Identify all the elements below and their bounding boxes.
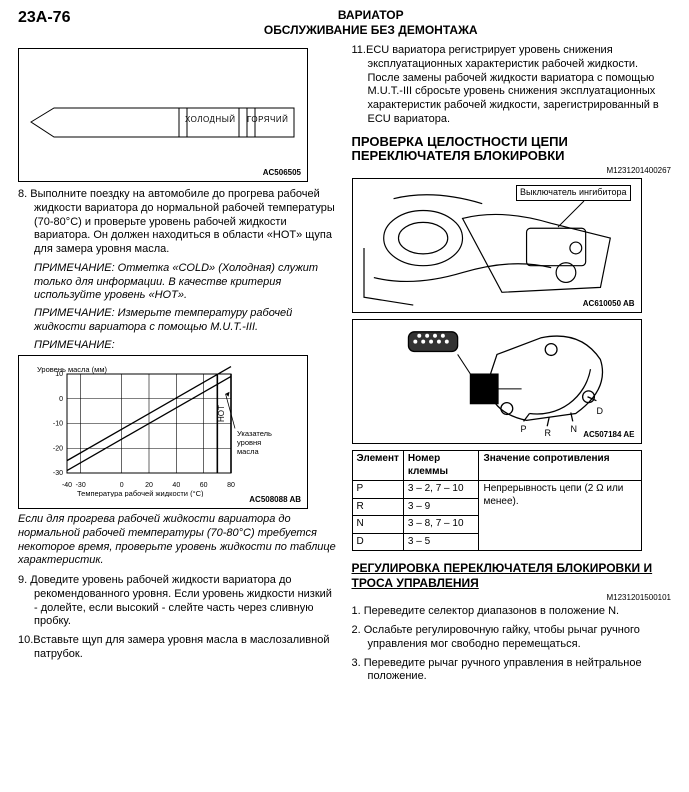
heading-check: ПРОВЕРКА ЦЕЛОСТНОСТИ ЦЕПИ ПЕРЕКЛЮЧАТЕЛЯ … — [352, 135, 672, 165]
adj-step-3: 3. Переведите рычаг ручного управления в… — [352, 657, 672, 685]
level-chart: -40-30020406080-30-20-10010HOTУровень ма… — [18, 355, 308, 509]
svg-text:-40: -40 — [62, 482, 72, 489]
step-11: 11.ECU вариатора регистрирует уровень сн… — [352, 44, 672, 127]
svg-text:-10: -10 — [53, 421, 63, 428]
mcode-1: M1231201400267 — [352, 166, 672, 176]
step-10: 10.Вставьте щуп для замера уровня масла … — [18, 634, 338, 662]
dipstick-code: AC506505 — [263, 168, 301, 178]
adj-step-1: 1. Переведите селектор диапазонов в поло… — [352, 605, 672, 619]
svg-text:40: 40 — [172, 482, 180, 489]
inhibitor-diagram: P R N D AC507184 AE — [352, 319, 642, 444]
th-resistance: Значение сопротивления — [479, 451, 641, 481]
svg-text:-30: -30 — [53, 470, 63, 477]
page-number: 23A-76 — [18, 8, 70, 28]
header-titles: ВАРИАТОР ОБСЛУЖИВАНИЕ БЕЗ ДЕМОНТАЖА — [70, 8, 671, 38]
svg-text:80: 80 — [227, 482, 235, 489]
mcode-2: M1231201500101 — [352, 593, 672, 603]
diag2-d: D — [597, 406, 604, 417]
th-terminal: Номер клеммы — [403, 451, 479, 481]
svg-text:60: 60 — [200, 482, 208, 489]
svg-text:уровня: уровня — [237, 438, 261, 447]
dipstick-figure: ХОЛОДНЫЙ ГОРЯЧИЙ AC506505 — [18, 48, 308, 182]
dipstick-cold-label: ХОЛОДНЫЙ — [185, 115, 236, 125]
table-row: P3 – 2, 7 – 10Непрерывность цепи (2 Ω ил… — [352, 481, 641, 499]
diag2-p: P — [521, 424, 527, 435]
heading-adjust: РЕГУЛИРОВКА ПЕРЕКЛЮЧАТЕЛЯ БЛОКИРОВКИ И Т… — [352, 561, 672, 591]
inhibitor-label: Выключатель ингибитора — [516, 185, 631, 200]
note-cold: ПРИМЕЧАНИЕ: Отметка «COLD» (Холодная) сл… — [34, 262, 338, 303]
diag2-r: R — [545, 428, 552, 439]
left-column: ХОЛОДНЫЙ ГОРЯЧИЙ AC506505 8. Выполните п… — [18, 44, 338, 689]
svg-text:-30: -30 — [76, 482, 86, 489]
note-mut: ПРИМЕЧАНИЕ: Измерьте температуру рабочей… — [34, 307, 338, 335]
svg-text:Указатель: Указатель — [237, 429, 272, 438]
adj-step-2: 2. Ослабьте регулировочную гайку, чтобы … — [352, 624, 672, 652]
engine-diagram: Выключатель ингибитора AC610050 AB — [352, 178, 642, 313]
step-9: 9. Доведите уровень рабочей жидкости вар… — [18, 574, 338, 629]
svg-text:0: 0 — [59, 396, 63, 403]
diag1-code: AC610050 AB — [583, 299, 635, 309]
chart-svg: -40-30020406080-30-20-10010HOTУровень ма… — [25, 362, 301, 497]
svg-text:0: 0 — [120, 482, 124, 489]
step-8: 8. Выполните поездку на автомобиле до пр… — [18, 188, 338, 257]
header-title-1: ВАРИАТОР — [70, 8, 671, 23]
th-element: Элемент — [352, 451, 403, 481]
note-chart-label: ПРИМЕЧАНИЕ: — [34, 339, 338, 353]
chart-caption: Если для прогрева рабочей жидкости вариа… — [18, 513, 338, 568]
svg-text:20: 20 — [145, 482, 153, 489]
diag2-n: N — [571, 424, 578, 435]
svg-text:-20: -20 — [53, 446, 63, 453]
dipstick-hot-label: ГОРЯЧИЙ — [247, 115, 288, 125]
svg-text:HOT: HOT — [217, 405, 226, 422]
svg-text:масла: масла — [237, 447, 259, 456]
terminal-table: Элемент Номер клеммы Значение сопротивле… — [352, 450, 642, 551]
right-column: 11.ECU вариатора регистрирует уровень сн… — [352, 44, 672, 689]
svg-text:Уровень масла (мм): Уровень масла (мм) — [37, 365, 107, 374]
header-title-2: ОБСЛУЖИВАНИЕ БЕЗ ДЕМОНТАЖА — [70, 23, 671, 38]
chart-code: AC508088 AB — [249, 495, 301, 505]
svg-text:Температура рабочей жидкости (: Температура рабочей жидкости (°C) — [77, 489, 204, 497]
diag2-code: AC507184 AE — [583, 430, 634, 440]
page-header: 23A-76 ВАРИАТОР ОБСЛУЖИВАНИЕ БЕЗ ДЕМОНТА… — [18, 8, 671, 38]
inhibitor-svg — [353, 320, 641, 443]
